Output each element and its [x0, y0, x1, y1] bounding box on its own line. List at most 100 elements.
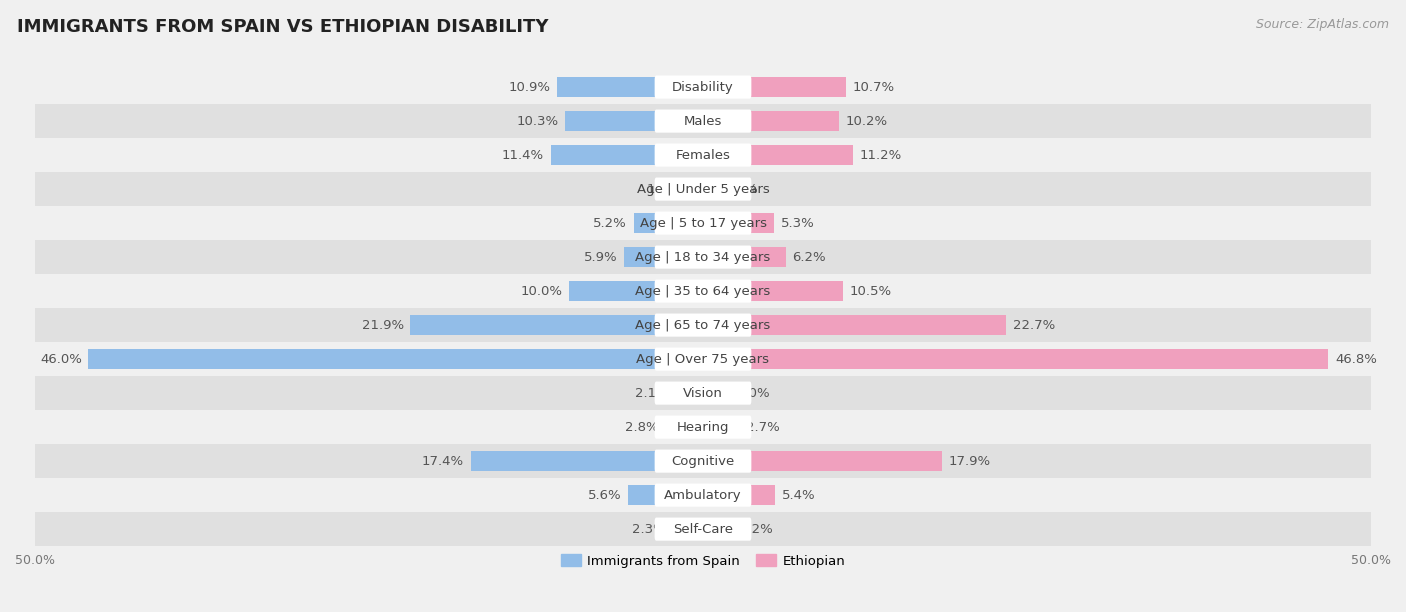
- Bar: [35, 512, 1371, 546]
- Bar: [565, 111, 703, 132]
- Text: 21.9%: 21.9%: [361, 319, 404, 332]
- Text: 11.4%: 11.4%: [502, 149, 544, 162]
- Text: 2.3%: 2.3%: [631, 523, 665, 536]
- Text: Age | Under 5 years: Age | Under 5 years: [637, 182, 769, 196]
- Text: 46.8%: 46.8%: [1334, 353, 1376, 365]
- FancyBboxPatch shape: [655, 245, 751, 269]
- Bar: [703, 315, 1007, 335]
- FancyBboxPatch shape: [655, 75, 751, 99]
- Bar: [35, 376, 1371, 410]
- Bar: [551, 145, 703, 165]
- FancyBboxPatch shape: [655, 212, 751, 234]
- FancyBboxPatch shape: [655, 313, 751, 337]
- Text: 17.9%: 17.9%: [949, 455, 991, 468]
- Text: Hearing: Hearing: [676, 420, 730, 434]
- Bar: [624, 247, 703, 267]
- Text: 1.2%: 1.2%: [647, 182, 681, 196]
- Bar: [703, 111, 839, 132]
- Bar: [471, 451, 703, 471]
- Bar: [675, 383, 703, 403]
- FancyBboxPatch shape: [655, 177, 751, 201]
- Text: 10.5%: 10.5%: [851, 285, 891, 297]
- FancyBboxPatch shape: [655, 348, 751, 371]
- Text: Vision: Vision: [683, 387, 723, 400]
- FancyBboxPatch shape: [655, 144, 751, 166]
- Text: 11.2%: 11.2%: [859, 149, 901, 162]
- Bar: [411, 315, 703, 335]
- Text: Source: ZipAtlas.com: Source: ZipAtlas.com: [1256, 18, 1389, 31]
- Text: 5.4%: 5.4%: [782, 488, 815, 502]
- Bar: [35, 410, 1371, 444]
- FancyBboxPatch shape: [655, 518, 751, 540]
- FancyBboxPatch shape: [655, 483, 751, 507]
- Text: 2.0%: 2.0%: [737, 387, 770, 400]
- Bar: [89, 349, 703, 369]
- Text: Age | 65 to 74 years: Age | 65 to 74 years: [636, 319, 770, 332]
- Bar: [35, 206, 1371, 240]
- Bar: [35, 138, 1371, 172]
- Text: 10.3%: 10.3%: [516, 114, 558, 127]
- Bar: [703, 383, 730, 403]
- Legend: Immigrants from Spain, Ethiopian: Immigrants from Spain, Ethiopian: [555, 549, 851, 573]
- Bar: [557, 77, 703, 97]
- Text: 17.4%: 17.4%: [422, 455, 464, 468]
- Bar: [703, 349, 1329, 369]
- Bar: [35, 274, 1371, 308]
- Text: 5.3%: 5.3%: [780, 217, 814, 230]
- Text: 2.1%: 2.1%: [634, 387, 668, 400]
- Bar: [35, 104, 1371, 138]
- Bar: [569, 281, 703, 301]
- FancyBboxPatch shape: [655, 280, 751, 303]
- Bar: [665, 417, 703, 438]
- Bar: [35, 172, 1371, 206]
- Bar: [634, 213, 703, 233]
- Text: Age | 35 to 64 years: Age | 35 to 64 years: [636, 285, 770, 297]
- Text: 10.9%: 10.9%: [509, 81, 551, 94]
- Text: IMMIGRANTS FROM SPAIN VS ETHIOPIAN DISABILITY: IMMIGRANTS FROM SPAIN VS ETHIOPIAN DISAB…: [17, 18, 548, 36]
- Bar: [703, 247, 786, 267]
- Text: 22.7%: 22.7%: [1012, 319, 1054, 332]
- Bar: [703, 213, 773, 233]
- Text: 10.2%: 10.2%: [846, 114, 889, 127]
- Text: Females: Females: [675, 149, 731, 162]
- Text: 5.6%: 5.6%: [588, 488, 621, 502]
- Bar: [703, 77, 846, 97]
- Bar: [703, 451, 942, 471]
- Text: 10.7%: 10.7%: [852, 81, 894, 94]
- FancyBboxPatch shape: [655, 450, 751, 472]
- Bar: [703, 485, 775, 506]
- Bar: [703, 519, 733, 539]
- Text: 46.0%: 46.0%: [39, 353, 82, 365]
- Text: Cognitive: Cognitive: [672, 455, 734, 468]
- Text: 5.2%: 5.2%: [593, 217, 627, 230]
- Text: Age | 18 to 34 years: Age | 18 to 34 years: [636, 250, 770, 264]
- Text: 2.2%: 2.2%: [740, 523, 773, 536]
- Bar: [35, 478, 1371, 512]
- Bar: [35, 240, 1371, 274]
- Bar: [703, 179, 717, 200]
- Text: Ambulatory: Ambulatory: [664, 488, 742, 502]
- Bar: [35, 444, 1371, 478]
- Bar: [35, 342, 1371, 376]
- Bar: [35, 308, 1371, 342]
- Bar: [703, 281, 844, 301]
- Text: 2.8%: 2.8%: [626, 420, 659, 434]
- Bar: [35, 70, 1371, 104]
- Text: Males: Males: [683, 114, 723, 127]
- Text: 6.2%: 6.2%: [793, 250, 827, 264]
- Text: 5.9%: 5.9%: [583, 250, 617, 264]
- Bar: [703, 145, 852, 165]
- Text: 2.7%: 2.7%: [745, 420, 779, 434]
- Text: Age | 5 to 17 years: Age | 5 to 17 years: [640, 217, 766, 230]
- Text: Disability: Disability: [672, 81, 734, 94]
- Bar: [672, 519, 703, 539]
- Text: Self-Care: Self-Care: [673, 523, 733, 536]
- Text: 1.1%: 1.1%: [724, 182, 758, 196]
- Bar: [703, 417, 740, 438]
- FancyBboxPatch shape: [655, 110, 751, 133]
- Bar: [688, 179, 703, 200]
- Text: 10.0%: 10.0%: [520, 285, 562, 297]
- FancyBboxPatch shape: [655, 381, 751, 405]
- FancyBboxPatch shape: [655, 416, 751, 439]
- Bar: [628, 485, 703, 506]
